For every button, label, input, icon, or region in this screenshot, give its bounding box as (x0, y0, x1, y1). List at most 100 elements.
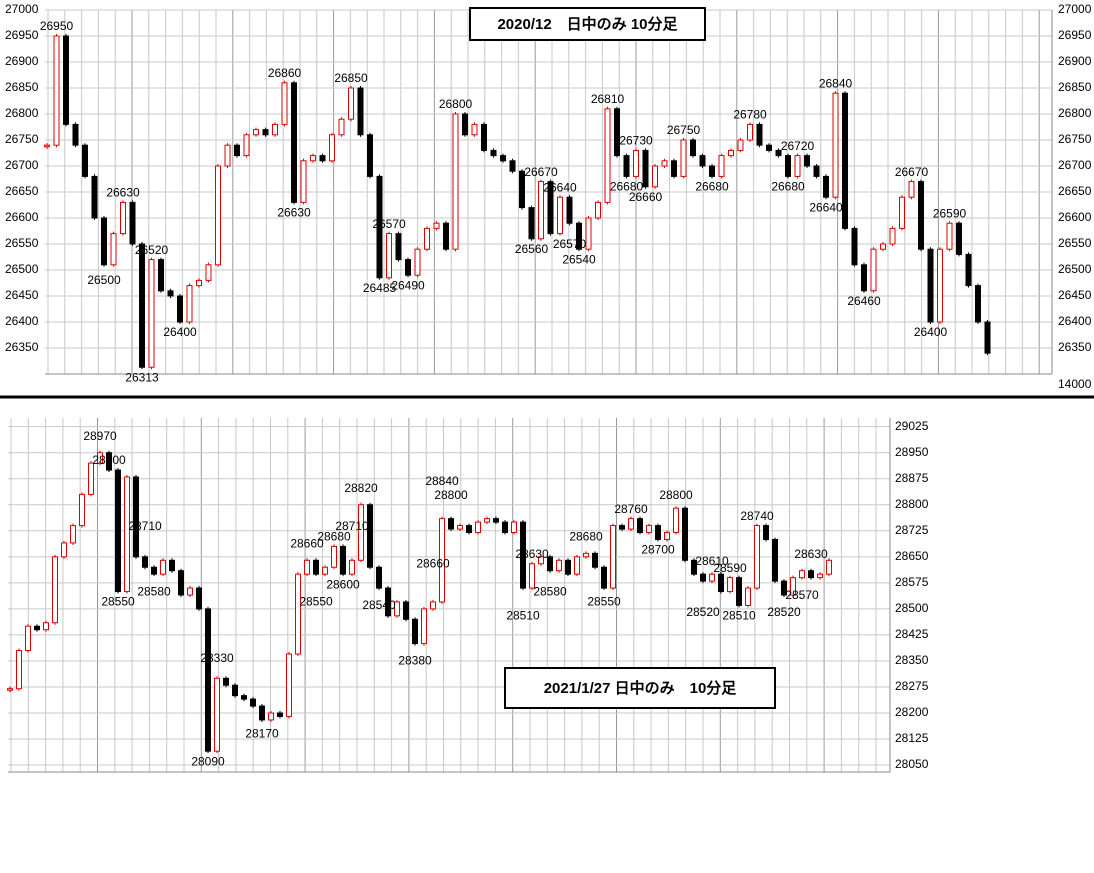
candle (386, 233, 392, 279)
candle (106, 452, 112, 471)
candle (628, 518, 634, 530)
candle (538, 556, 544, 565)
candle (110, 233, 117, 266)
candle (475, 521, 481, 534)
chart: 2700027000269502695026900269002685026850… (5, 2, 1092, 391)
title-box (504, 667, 776, 709)
candle (718, 573, 724, 593)
candle (63, 35, 69, 125)
peak-label: 26780 (733, 108, 767, 122)
candle (82, 144, 88, 177)
candle (268, 712, 274, 721)
candle (566, 196, 573, 224)
y-tick-label-right: 29025 (895, 419, 929, 433)
candle (34, 625, 40, 631)
candle (870, 248, 877, 292)
y-tick-label-right: 26800 (1058, 106, 1092, 120)
y-tick-label-right: 26700 (1058, 158, 1092, 172)
trough-label: 28600 (326, 577, 360, 591)
candle (519, 170, 525, 209)
candle (619, 525, 625, 530)
candle (937, 248, 943, 323)
candle (376, 175, 383, 279)
peak-label: 26810 (591, 92, 625, 106)
candle (709, 573, 715, 582)
trough-label: 26540 (562, 252, 596, 266)
candle (338, 118, 345, 136)
trough-label: 26680 (695, 180, 729, 194)
y-tick-label-right: 28500 (895, 601, 929, 615)
trough-label: 26485 (363, 281, 397, 295)
candle (395, 233, 402, 261)
candle (557, 196, 563, 235)
candle (357, 87, 364, 136)
candle (799, 570, 805, 579)
candle (601, 566, 607, 589)
candle (277, 712, 283, 717)
candle (53, 35, 60, 146)
candle (403, 601, 409, 620)
y-tick-label-left: 26950 (5, 28, 39, 42)
y-tick-label-right: 28800 (895, 497, 929, 511)
trough-label: 28580 (137, 584, 171, 598)
y-tick-label-right: 28125 (895, 731, 929, 745)
y-tick-label-left: 26350 (5, 340, 39, 354)
candle (462, 113, 468, 136)
peak-label: 28970 (83, 429, 117, 443)
y-tick-label-right: 26850 (1058, 80, 1092, 94)
title-box (469, 7, 706, 41)
candle (680, 139, 687, 177)
candle (142, 556, 148, 568)
candle (889, 227, 896, 245)
candle (421, 608, 427, 645)
candle (224, 144, 231, 167)
peak-label: 28610 (695, 554, 729, 568)
candle (502, 521, 508, 534)
y-tick-label-left: 26500 (5, 262, 39, 276)
candle (756, 123, 763, 146)
y-tick-label-right: 28275 (895, 679, 929, 693)
candle (691, 559, 697, 575)
candle (430, 601, 436, 610)
trough-label: 28520 (767, 605, 801, 619)
candle (727, 577, 733, 593)
candle (655, 525, 661, 540)
candle (329, 134, 335, 162)
trough-label: 26460 (847, 294, 881, 308)
candle (223, 677, 229, 686)
candle (794, 155, 801, 177)
peak-label: 28630 (794, 547, 828, 561)
candle (215, 165, 221, 266)
candle (984, 321, 991, 354)
candle (908, 181, 915, 198)
peak-label: 28800 (659, 488, 693, 502)
candle (349, 559, 355, 575)
candle (690, 139, 696, 157)
candle (700, 573, 706, 582)
trough-label: 28090 (191, 754, 225, 768)
candle (243, 134, 250, 157)
candle (286, 653, 292, 717)
candle (785, 155, 791, 177)
candle (439, 518, 445, 603)
candle (234, 144, 240, 157)
candle (547, 181, 554, 235)
peak-label: 26670 (524, 165, 558, 179)
candle (91, 175, 98, 219)
candle (259, 705, 265, 721)
y-tick-label-left: 26850 (5, 80, 39, 94)
candle (205, 608, 211, 752)
peak-label: 26590 (933, 206, 967, 220)
candle (367, 134, 373, 177)
trough-label: 28510 (722, 609, 756, 623)
candle (718, 155, 725, 177)
candle (196, 279, 202, 287)
candle (241, 695, 247, 700)
candle (186, 285, 193, 323)
candle (70, 525, 76, 544)
candle (232, 684, 238, 697)
candle (205, 264, 212, 281)
trough-label: 26660 (629, 190, 663, 204)
trough-label: 28550 (587, 595, 621, 609)
trough-label: 28550 (101, 595, 135, 609)
